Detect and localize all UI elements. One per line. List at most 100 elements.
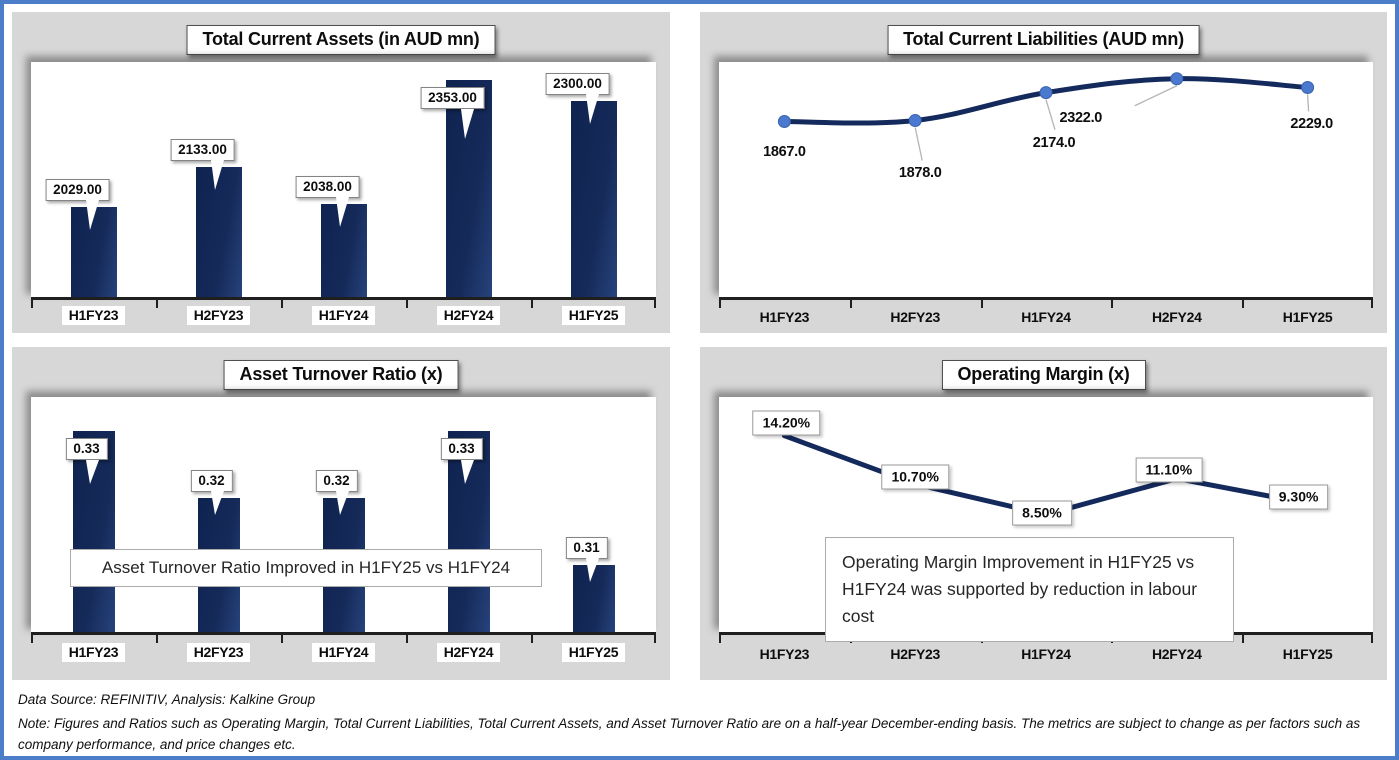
data-point-label: 10.70%: [881, 464, 949, 490]
bar-value-callout: 0.32: [190, 469, 233, 492]
x-axis-tick: [1371, 635, 1373, 643]
methodology-note: Note: Figures and Ratios such as Operati…: [18, 715, 1361, 752]
callout-tail: [460, 459, 474, 484]
x-axis-tick: [1371, 300, 1373, 308]
x-axis-tick: [719, 635, 721, 643]
x-axis-tick: [849, 300, 852, 308]
data-point-label: 1878.0: [898, 165, 942, 182]
x-axis-label-text: H2FY23: [186, 306, 251, 325]
x-axis-label: H2FY24: [406, 306, 531, 325]
data-point-label: 14.20%: [752, 410, 821, 436]
bar-value-callout: 0.32: [315, 469, 358, 492]
x-axis-tick: [719, 300, 721, 308]
x-axis-label-text: H2FY24: [436, 306, 501, 325]
bar-value-callout: 0.31: [565, 536, 608, 559]
annotation-box: Asset Turnover Ratio Improved in H1FY25 …: [70, 549, 542, 587]
x-axis-label: H1FY25: [531, 643, 656, 662]
data-point-marker: [777, 115, 791, 129]
x-axis-label-text: H1FY24: [311, 306, 376, 325]
x-axis-label: H2FY24: [406, 643, 531, 662]
x-axis-label: H1FY25: [531, 306, 656, 325]
line-chart-svg: [777, 72, 1315, 161]
x-axis-tick: [406, 635, 408, 643]
callout-tail: [335, 490, 349, 515]
x-axis-label: H2FY23: [156, 306, 281, 325]
bar-value-callout: 0.33: [65, 437, 108, 460]
chart-panel-total-current-assets: Total Current Assets (in AUD mn) 2029.00…: [12, 12, 670, 333]
chart-panel-asset-turnover-ratio: Asset Turnover Ratio (x) 0.33 0.32 0.32 0.3…: [12, 347, 670, 680]
x-axis-label: H1FY24: [281, 306, 406, 325]
bar: [570, 101, 617, 297]
data-point-label: 2174.0: [1032, 134, 1076, 151]
x-axis-label-text: H1FY23: [61, 306, 126, 325]
bar-value-callout: 2029.00: [45, 179, 110, 202]
chart-title: Total Current Assets (in AUD mn): [186, 25, 496, 55]
x-axis-label-text: H1FY25: [561, 306, 626, 325]
x-axis-tick: [156, 300, 158, 308]
x-axis-tick: [1111, 300, 1114, 308]
data-point-marker: [1301, 80, 1315, 94]
x-axis-label: H2FY23: [890, 309, 940, 325]
x-axis-tick: [156, 635, 158, 643]
x-axis-label: H2FY23: [890, 646, 940, 662]
label-leader-line: [1045, 99, 1056, 130]
x-axis-labels: H1FY23 H2FY23 H1FY24 H2FY24 H1FY25: [31, 643, 656, 662]
x-axis-label: H1FY25: [1282, 646, 1333, 662]
x-axis-tick: [980, 300, 983, 308]
x-axis-labels: H1FY23 H2FY23 H1FY24 H2FY24 H1FY25: [719, 646, 1373, 662]
x-axis-label: H1FY24: [281, 643, 406, 662]
x-axis-label: H1FY23: [759, 646, 810, 662]
data-point-label: 9.30%: [1268, 484, 1329, 510]
x-axis-label: H1FY25: [1282, 309, 1333, 325]
x-axis-tick: [281, 635, 283, 643]
bar-value-callout: 0.33: [440, 437, 483, 460]
x-axis-tick: [654, 300, 656, 308]
x-axis-tick: [531, 635, 533, 643]
x-axis-label: H1FY24: [1021, 309, 1071, 325]
chart-title: Total Current Liabilities (AUD mn): [887, 25, 1200, 55]
callout-tail: [210, 159, 224, 190]
callout-tail: [85, 200, 99, 231]
x-axis-label-text: H2FY23: [186, 643, 251, 662]
footer: Data Source: REFINITIV, Analysis: Kalkin…: [18, 690, 1385, 756]
data-point-marker: [1170, 72, 1184, 86]
bar-value-callout: 2300.00: [545, 73, 610, 96]
x-axis-tick: [31, 635, 33, 643]
data-point-label: 1867.0: [763, 143, 806, 160]
data-point-marker: [1039, 86, 1053, 100]
bar-value-callout: 2133.00: [170, 138, 235, 161]
label-leader-line: [1134, 85, 1178, 107]
chart-title: Operating Margin (x): [941, 360, 1146, 390]
x-axis-tick: [654, 635, 656, 643]
x-axis-label: H2FY23: [156, 643, 281, 662]
callout-tail: [85, 459, 99, 484]
x-axis-tick: [1242, 635, 1245, 643]
data-source-note: Data Source: REFINITIV, Analysis: Kalkin…: [18, 692, 316, 707]
data-point-label: 8.50%: [1012, 500, 1072, 525]
x-axis-tick: [1242, 300, 1245, 308]
callout-tail: [585, 94, 599, 125]
x-axis-label-text: H1FY24: [311, 643, 376, 662]
chart-panel-operating-margin: Operating Margin (x) 14.20% 10.70% 8.50% 11…: [700, 347, 1387, 680]
label-leader-line: [1306, 94, 1310, 112]
x-axis-label: H1FY23: [759, 309, 810, 325]
data-point-label: 2322.0: [1059, 109, 1103, 126]
plot-area: 1867.0 1878.0 2174.0 2322.0 2229.0: [719, 62, 1373, 308]
plot-area: 0.33 0.32 0.32 0.33 0.31: [31, 397, 656, 643]
data-point-marker: [908, 113, 922, 127]
x-axis-label-text: H2FY24: [436, 643, 501, 662]
x-axis-label: H1FY23: [31, 643, 156, 662]
chart-title: Asset Turnover Ratio (x): [223, 360, 459, 390]
x-axis-tick: [281, 300, 283, 308]
x-axis-label-text: H1FY23: [61, 643, 126, 662]
bar-value-callout: 2353.00: [420, 87, 485, 110]
x-axis-label: H1FY23: [31, 306, 156, 325]
x-axis-label-text: H1FY25: [561, 643, 626, 662]
x-axis-tick: [531, 300, 533, 308]
data-point-label: 11.10%: [1135, 457, 1203, 483]
x-axis-label: H1FY24: [1021, 646, 1071, 662]
plot-area: 2029.00 2133.00 2038.00 2353.00 2300.00: [31, 62, 656, 308]
x-axis-label: H2FY24: [1152, 309, 1202, 325]
label-leader-line: [914, 127, 923, 161]
